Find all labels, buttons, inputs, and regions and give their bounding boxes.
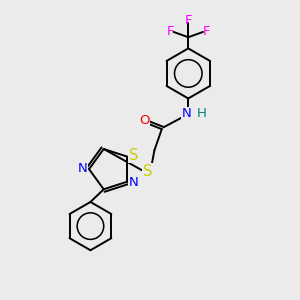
Text: F: F bbox=[203, 26, 210, 38]
Text: S: S bbox=[143, 164, 152, 179]
Text: S: S bbox=[129, 148, 138, 163]
Text: N: N bbox=[128, 176, 138, 189]
Text: F: F bbox=[184, 14, 192, 27]
Text: H: H bbox=[197, 107, 207, 120]
Text: N: N bbox=[78, 162, 87, 175]
Text: O: O bbox=[139, 114, 149, 127]
Text: N: N bbox=[182, 107, 192, 120]
Text: F: F bbox=[166, 26, 174, 38]
